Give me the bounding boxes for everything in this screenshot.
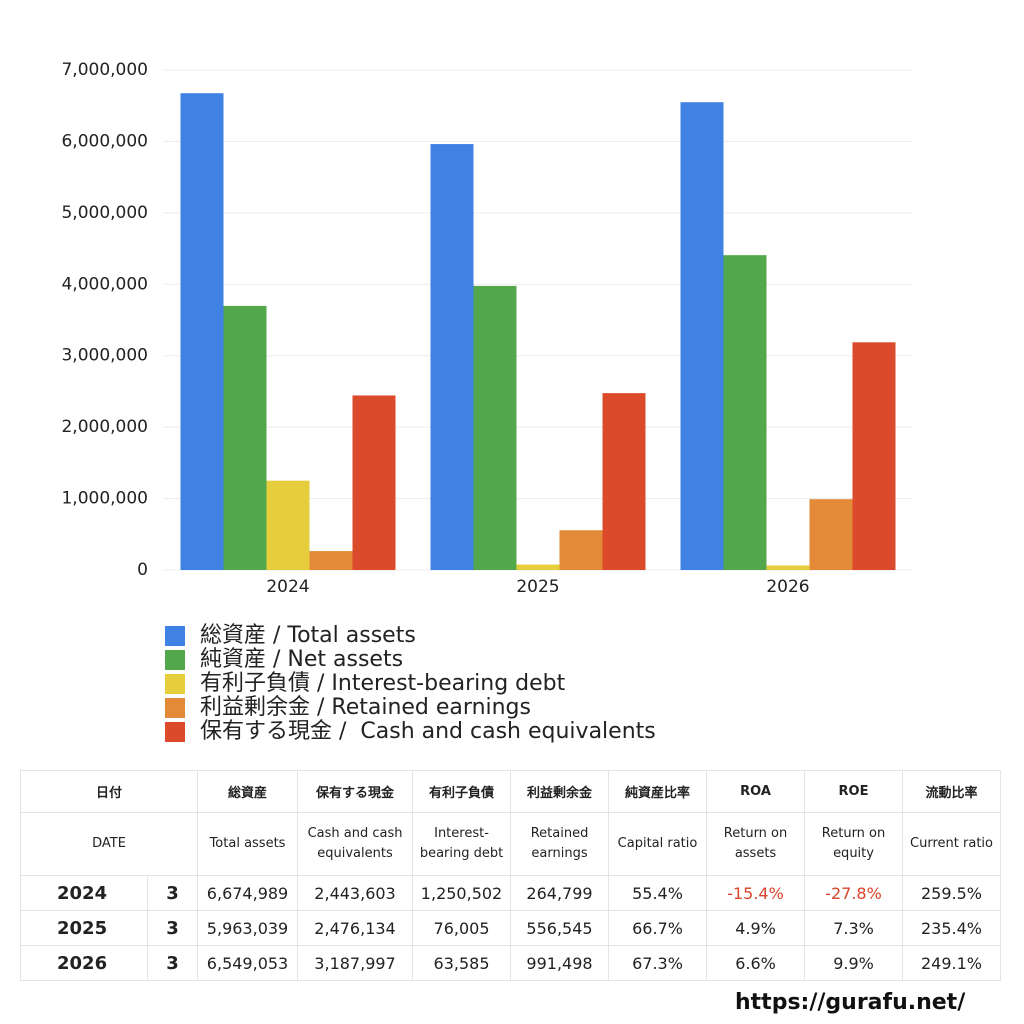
- table-cell: Capital ratio: [608, 812, 708, 876]
- table-cell: ROE: [804, 770, 904, 813]
- x-tick-label: 2024: [266, 577, 309, 597]
- bar: [766, 565, 810, 570]
- table-cell: 66.7%: [608, 910, 708, 946]
- header-row: DATE Total assets Cash and cash equivalent…: [19, 812, 1002, 876]
- bar: [180, 93, 224, 570]
- legend-swatch: [165, 650, 185, 670]
- y-tick-label: 3,000,000: [61, 346, 148, 366]
- table-cell: 1,250,502: [412, 875, 512, 911]
- table-cell: 67.3%: [608, 945, 708, 981]
- y-tick-label: 2,000,000: [61, 417, 148, 437]
- table-cell: DATE: [19, 812, 199, 876]
- bar: [516, 564, 560, 570]
- table-cell: 6.6%: [706, 945, 806, 981]
- table-cell: 2025: [20, 910, 148, 946]
- table-cell: 保有する現金: [297, 770, 414, 813]
- data-row: 2025 3 5,963,039 2,476,134 76,005 556,545 66.7…: [20, 910, 1002, 946]
- table-cell: 63,585: [412, 945, 512, 981]
- y-tick-label: 6,000,000: [61, 131, 148, 151]
- table-cell: Return on assets: [706, 812, 806, 876]
- bar: [473, 285, 517, 570]
- legend-swatch: [165, 674, 185, 694]
- data-table: 日付 総資産 保有する現金 有利子負債 利益剰余金 純資産比率 ROA ROE 流動比率 DATE…: [19, 770, 1002, 981]
- table-cell: -27.8%: [804, 875, 904, 911]
- table-cell: ROA: [706, 770, 806, 813]
- data-row: 2026 3 6,549,053 3,187,997 63,585 991,498 67.3…: [20, 945, 1002, 981]
- table-cell: -15.4%: [706, 875, 806, 911]
- y-tick-label: 0: [137, 560, 148, 580]
- legend-swatch: [165, 698, 185, 718]
- table-cell: 5,963,039: [197, 910, 299, 946]
- bar: [559, 530, 603, 570]
- table-cell: 3: [146, 945, 199, 981]
- y-tick-label: 1,000,000: [61, 489, 148, 509]
- table-cell: 3: [146, 875, 199, 911]
- table-cell: 76,005: [412, 910, 512, 946]
- legend-label: 純資産 / Net assets: [200, 647, 403, 672]
- bar: [723, 255, 767, 570]
- table-cell: 2024: [20, 875, 148, 911]
- table-cell: Return on equity: [804, 812, 904, 876]
- table-cell: Total assets: [197, 812, 299, 876]
- legend-label: 保有する現金 / Cash and cash equivalents: [200, 719, 656, 744]
- table-cell: 235.4%: [902, 910, 1002, 946]
- legend-label: 有利子負債 / Interest-bearing debt: [200, 671, 566, 696]
- data-row: 2024 3 6,674,989 2,443,603 1,250,502 264,799 5…: [20, 875, 1002, 911]
- table-cell: 264,799: [510, 875, 610, 911]
- table-cell: 55.4%: [608, 875, 708, 911]
- bar: [430, 144, 474, 570]
- table-cell: Interest-bearing debt: [412, 812, 512, 876]
- header-row: 日付 総資産 保有する現金 有利子負債 利益剰余金 純資産比率 ROA ROE 流動比率: [19, 770, 1002, 813]
- table-cell: 流動比率: [902, 770, 1002, 813]
- site-url: https://gurafu.net/: [735, 990, 966, 1015]
- table-cell: 3: [146, 910, 199, 946]
- y-tick-label: 5,000,000: [61, 203, 148, 223]
- table-cell: 7.3%: [804, 910, 904, 946]
- x-tick-label: 2025: [516, 577, 559, 597]
- bar: [602, 393, 646, 570]
- bar: [266, 480, 310, 570]
- table-cell: 259.5%: [902, 875, 1002, 911]
- y-tick-label: 4,000,000: [61, 274, 148, 294]
- table-cell: 9.9%: [804, 945, 904, 981]
- table-cell: Cash and cash equivalents: [297, 812, 414, 876]
- table-cell: 249.1%: [902, 945, 1002, 981]
- legend-swatch: [165, 626, 185, 646]
- table-cell: 6,549,053: [197, 945, 299, 981]
- table-cell: 純資産比率: [608, 770, 708, 813]
- table-cell: 3,187,997: [297, 945, 414, 981]
- y-tick-label: 7,000,000: [61, 60, 148, 80]
- table-cell: Retained earnings: [510, 812, 610, 876]
- bar: [809, 499, 853, 570]
- table-cell: 有利子負債: [412, 770, 512, 813]
- table-cell: 991,498: [510, 945, 610, 981]
- legend-label: 利益剰余金 / Retained earnings: [200, 695, 531, 720]
- bar: [680, 102, 724, 570]
- chart: 0 1,000,000 2,000,000 3,000,000 4,000,000 5,0…: [61, 60, 913, 744]
- legend-swatch: [165, 722, 185, 742]
- table-cell: 556,545: [510, 910, 610, 946]
- bar: [352, 395, 396, 570]
- bar: [309, 551, 353, 570]
- table-cell: 利益剰余金: [510, 770, 610, 813]
- table-cell: 4.9%: [706, 910, 806, 946]
- table-cell: 日付: [19, 770, 199, 813]
- table-cell: 総資産: [197, 770, 299, 813]
- bar: [852, 342, 896, 570]
- x-tick-label: 2026: [766, 577, 809, 597]
- bar: [223, 305, 267, 570]
- table-cell: 2,476,134: [297, 910, 414, 946]
- table-cell: 6,674,989: [197, 875, 299, 911]
- table-cell: 2,443,603: [297, 875, 414, 911]
- legend-label: 総資産 / Total assets: [200, 623, 416, 648]
- table-cell: Current ratio: [902, 812, 1002, 876]
- table-cell: 2026: [20, 945, 148, 981]
